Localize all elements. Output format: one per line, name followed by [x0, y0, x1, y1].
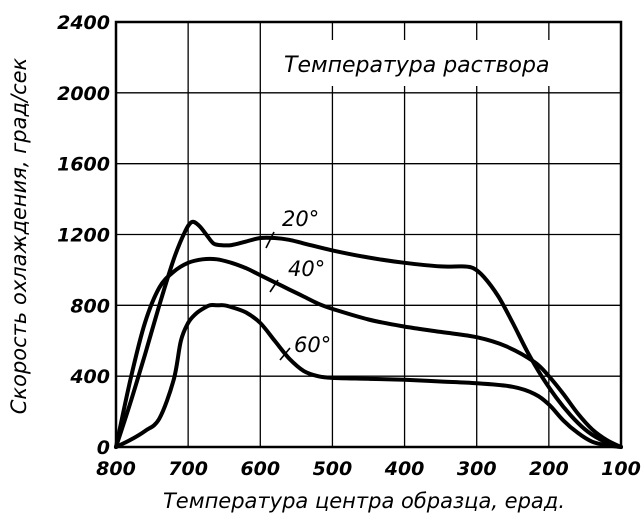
series-label-leader	[269, 279, 279, 293]
series-label: 20°	[282, 207, 319, 231]
y-tick-label: 1200	[57, 225, 110, 247]
y-tick-labels: 0 400 800 1200 1600 2000 2400	[57, 12, 110, 459]
x-tick-labels: 800 700 600 500 400 300 200 100	[96, 458, 641, 480]
series-label: 60°	[294, 333, 331, 357]
x-axis-title: Температура центра образца, ерад.	[163, 489, 565, 513]
y-tick-label: 400	[69, 366, 110, 388]
x-tick-label: 500	[313, 458, 353, 480]
plot-frame	[114, 20, 623, 449]
series-line	[114, 256, 623, 449]
x-tick-label: 400	[384, 458, 425, 480]
grid-lines	[116, 22, 621, 447]
annotation-box	[272, 40, 618, 86]
series-lines	[114, 219, 623, 449]
x-tick-label: 200	[529, 458, 569, 480]
x-tick-label: 100	[601, 458, 641, 480]
x-tick-label: 800	[96, 458, 136, 480]
y-tick-label: 800	[70, 295, 110, 317]
x-tick-label: 600	[240, 458, 280, 480]
series-label-leader	[279, 347, 291, 361]
y-axis-title: Скорость охлаждения, град/сек	[7, 57, 31, 414]
series-label-leader	[265, 231, 275, 249]
series-label: 40°	[288, 257, 325, 281]
x-tick-label: 300	[457, 458, 497, 480]
y-tick-label: 2000	[57, 83, 110, 105]
series-line	[114, 303, 623, 449]
y-tick-label: 2400	[57, 12, 110, 34]
y-tick-label: 1600	[57, 154, 110, 176]
x-tick-label: 700	[168, 458, 208, 480]
series-line	[114, 219, 623, 449]
annotation-text: Температура раствора	[284, 53, 549, 78]
series-labels: 20° 40° 60°	[265, 207, 331, 361]
y-tick-label: 0	[97, 437, 110, 459]
